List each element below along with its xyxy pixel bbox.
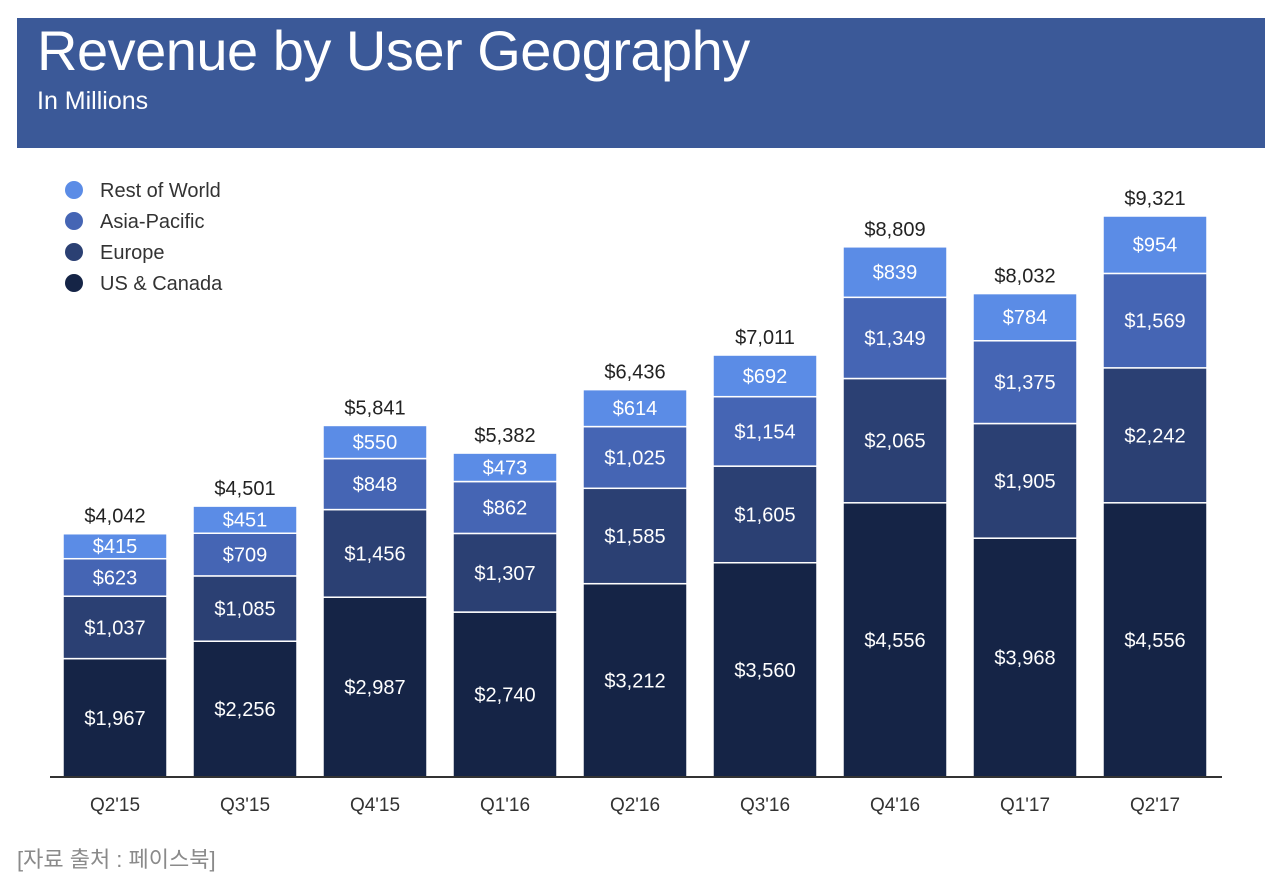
bar-segment-europe — [452, 532, 558, 613]
segment-value-label: $415 — [93, 536, 138, 558]
legend-label: US & Canada — [100, 273, 223, 295]
bar-segment-rest-of-world — [972, 292, 1078, 342]
segment-value-label: $2,740 — [474, 685, 535, 707]
bar-segment-us-canada — [322, 596, 428, 778]
segment-value-label: $1,349 — [864, 328, 925, 350]
segment-value-label: $1,569 — [1124, 311, 1185, 333]
bar-segment-asia-pacific — [1102, 272, 1208, 369]
bar-segment-asia-pacific — [192, 532, 298, 577]
x-tick-label: Q2'17 — [1130, 795, 1180, 816]
segment-value-label: $3,212 — [604, 670, 665, 692]
x-tick-label: Q3'15 — [220, 795, 270, 816]
bar-segment-rest-of-world — [712, 354, 818, 398]
legend-label: Asia-Pacific — [100, 211, 204, 233]
segment-value-label: $1,085 — [214, 599, 275, 621]
segment-value-label: $848 — [353, 474, 398, 496]
segment-value-label: $1,307 — [474, 563, 535, 585]
bar-segment-us-canada — [972, 537, 1078, 778]
segment-value-label: $550 — [353, 432, 398, 454]
segment-value-label: $839 — [873, 262, 918, 284]
segment-value-label: $862 — [483, 497, 528, 519]
segment-value-label: $1,456 — [344, 543, 405, 565]
segment-value-label: $1,037 — [84, 617, 145, 639]
segment-value-label: $4,556 — [1124, 630, 1185, 652]
segment-value-label: $614 — [613, 398, 658, 420]
segment-value-label: $2,242 — [1124, 425, 1185, 447]
bar-segment-rest-of-world — [582, 388, 688, 428]
bar-segment-asia-pacific — [62, 557, 168, 597]
segment-value-label: $1,585 — [604, 526, 665, 548]
bar-total-label: $9,321 — [1124, 188, 1185, 210]
legend-swatch — [65, 274, 83, 292]
segment-value-label: $2,065 — [864, 431, 925, 453]
bar-segment-europe — [842, 377, 948, 504]
bar-segment-europe — [712, 465, 818, 564]
bar-segment-rest-of-world — [1102, 215, 1208, 275]
bar-segment-rest-of-world — [452, 452, 558, 483]
x-tick-label: Q2'15 — [90, 795, 140, 816]
bar-segment-us-canada — [712, 561, 818, 778]
x-tick-label: Q1'16 — [480, 795, 530, 816]
bar-total-label: $8,032 — [994, 266, 1055, 288]
segment-value-label: $1,605 — [734, 504, 795, 526]
bar-segment-us-canada — [582, 582, 688, 778]
chart-subtitle: In Millions — [37, 87, 149, 115]
legend-swatch — [65, 181, 83, 199]
segment-value-label: $2,987 — [344, 677, 405, 699]
bar-segment-us-canada — [62, 657, 168, 778]
x-tick-label: Q4'15 — [350, 795, 400, 816]
segment-value-label: $1,905 — [994, 471, 1055, 493]
bar-total-label: $6,436 — [604, 362, 665, 384]
source-note: [자료 출처 : 페이스북] — [17, 847, 216, 872]
x-tick-label: Q4'16 — [870, 795, 920, 816]
bar-total-label: $5,841 — [344, 397, 405, 419]
bar-segment-asia-pacific — [972, 340, 1078, 425]
bar-total-label: $8,809 — [864, 219, 925, 241]
legend-label: Europe — [100, 242, 165, 264]
legend-label: Rest of World — [100, 180, 221, 202]
x-tick-label: Q1'17 — [1000, 795, 1050, 816]
legend-swatch — [65, 212, 83, 230]
bar-total-label: $4,501 — [214, 478, 275, 500]
bar-segment-asia-pacific — [452, 480, 558, 535]
bar-segment-us-canada — [452, 611, 558, 778]
bar-segment-us-canada — [1102, 502, 1208, 778]
segment-value-label: $623 — [93, 567, 138, 589]
bar-total-label: $7,011 — [735, 327, 795, 349]
revenue-chart: $1,967 $1,037 $623 $415 $4,042 Q2'15 $2,256 $1,… — [50, 180, 1222, 816]
bar-segment-rest-of-world — [62, 532, 168, 560]
segment-value-label: $709 — [223, 545, 268, 567]
bar-segment-rest-of-world — [842, 246, 948, 299]
bar-segment-us-canada — [842, 502, 948, 778]
x-tick-label: Q2'16 — [610, 795, 660, 816]
bar-segment-europe — [1102, 367, 1208, 504]
segment-value-label: $3,968 — [994, 648, 1055, 670]
segment-value-label: $451 — [223, 510, 268, 532]
segment-value-label: $4,556 — [864, 630, 925, 652]
bar-total-label: $5,382 — [474, 425, 535, 447]
bar-segment-europe — [582, 487, 688, 585]
segment-value-label: $1,025 — [604, 447, 665, 469]
segment-value-label: $692 — [743, 366, 788, 388]
bar-segment-europe — [192, 575, 298, 642]
bar-segment-rest-of-world — [192, 505, 298, 534]
chart-title: Revenue by User Geography — [37, 19, 750, 82]
segment-value-label: $784 — [1003, 307, 1048, 329]
segment-value-label: $473 — [483, 457, 528, 479]
bar-segment-rest-of-world — [322, 424, 428, 460]
segment-value-label: $1,375 — [994, 372, 1055, 394]
header-banner — [17, 18, 1265, 148]
segment-value-label: $2,256 — [214, 699, 275, 721]
legend-swatch — [65, 243, 83, 261]
segment-value-label: $1,967 — [84, 708, 145, 730]
segment-value-label: $954 — [1133, 235, 1178, 257]
bar-total-label: $4,042 — [84, 506, 145, 528]
bar-segment-asia-pacific — [582, 425, 688, 490]
bar-segment-asia-pacific — [322, 457, 428, 511]
x-tick-label: Q3'16 — [740, 795, 790, 816]
segment-value-label: $3,560 — [734, 660, 795, 682]
segment-value-label: $1,154 — [734, 421, 795, 443]
